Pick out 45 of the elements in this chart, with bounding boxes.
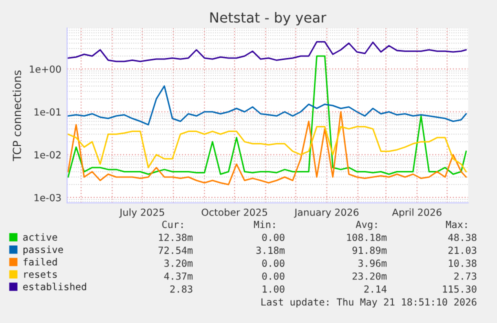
legend-label: passive [23,246,63,256]
text: 3.18m [256,246,285,254]
x-tick-label: October 2025 [202,208,268,216]
line-series [67,85,467,126]
text: 0.00 [262,234,284,242]
legend-label: established [23,282,86,290]
text: 115.30 [443,285,476,293]
legend-label: resets [24,270,57,278]
y-tick-label: 1e+00 [30,65,61,73]
y-tick-label: 1e-02 [34,151,61,158]
line-series [67,111,467,186]
text: Cur: [162,220,183,228]
text: 48.38 [448,234,476,242]
text: 3.20m [164,260,193,267]
text: 0.00 [262,272,284,280]
x-tick-label: April 2026 [392,208,442,218]
text: Avg: [356,220,377,230]
text: 72.54m [158,246,193,254]
text: Last update: Thu May 21 18:51:10 2026 [261,298,476,308]
line-series [67,41,467,62]
chart-title: Netstat - by year [210,12,326,26]
line-series [67,126,467,172]
text: Min: [254,220,275,228]
text: 4.37m [164,272,193,280]
text: 1.00 [262,285,284,293]
text: 21.03 [448,246,476,254]
y-axis-title: TCP connections [12,70,22,162]
text: 23.20m [352,272,387,280]
y-tick-label: 1e-01 [34,108,61,116]
y-tick-label: 1e-03 [34,194,61,202]
text: 2.14 [364,285,387,293]
text: 12.38m [159,234,193,242]
text: 10.38 [448,260,476,267]
text: 0.00 [262,260,284,267]
text: 91.89m [352,246,387,254]
x-tick-label: January 2026 [294,208,359,218]
text: 3.96m [358,260,387,267]
legend-label: failed [24,258,57,266]
x-tick-label: July 2025 [119,208,164,218]
text: 2.73 [454,272,476,280]
line-series [67,55,467,178]
text: Max: [446,220,467,228]
legend-label: active [23,233,58,241]
text: 108.18m [347,234,387,242]
text: 2.83 [170,285,192,293]
